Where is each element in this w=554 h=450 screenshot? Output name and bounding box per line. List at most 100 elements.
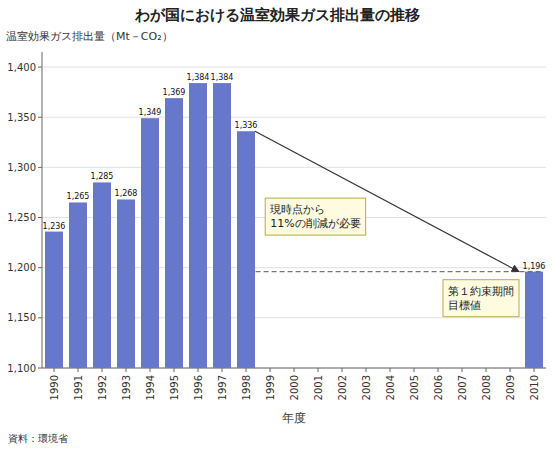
x-tick (246, 368, 247, 372)
y-tick-label: 1,200 (7, 262, 36, 273)
annotation-line: 目標値 (448, 299, 481, 312)
x-tick (150, 368, 151, 372)
bar (189, 83, 207, 368)
x-tick-label: 1992 (97, 375, 108, 400)
annotation-text: 第１約束期間目標値 (448, 285, 514, 312)
x-tick (414, 368, 415, 372)
reduction-arrow (255, 131, 519, 271)
bar (213, 83, 231, 368)
x-tick-label: 2002 (337, 375, 348, 400)
x-tick (102, 368, 103, 372)
x-tick (510, 368, 511, 372)
chart-svg: わが国における温室効果ガス排出量の推移温室効果ガス排出量（Mt－CO₂） 1,10… (0, 0, 554, 450)
data-label: 1,384 (211, 73, 234, 82)
bar (165, 98, 183, 368)
y-tick (38, 67, 42, 68)
x-tick (462, 368, 463, 372)
bar (45, 232, 63, 368)
y-tick (38, 117, 42, 118)
annotation-text: 現時点から11%の削減が必要 (270, 203, 360, 230)
grid-line (42, 117, 546, 118)
y-tick-label: 1,250 (7, 212, 36, 223)
grid-line (42, 67, 546, 68)
data-label: 1,336 (235, 121, 258, 130)
bar (69, 202, 87, 368)
annotation-line: 11%の削減が必要 (270, 217, 360, 230)
bar (117, 199, 135, 368)
annotation-box (265, 198, 365, 235)
y-tick (38, 167, 42, 168)
x-tick-label: 2005 (409, 375, 420, 400)
axes: 1,100 1,150 1,200 1,250 1,300 1,350 1,400 1990 1… (7, 52, 546, 400)
x-tick-label: 1996 (193, 375, 204, 400)
x-tick (342, 368, 343, 372)
y-tick-label: 1,400 (7, 62, 36, 73)
annotation-target: 第１約束期間目標値 (443, 280, 519, 317)
data-label: 1,349 (139, 108, 162, 117)
x-tick-label: 1997 (217, 375, 228, 400)
y-tick (38, 217, 42, 218)
y-tick-label: 1,150 (7, 312, 36, 323)
y-tick-label: 1,100 (7, 363, 36, 374)
bar (237, 131, 255, 368)
x-tick (390, 368, 391, 372)
x-tick-label: 1994 (145, 375, 156, 400)
x-axis-label: 年度 (282, 411, 306, 425)
bar (93, 182, 111, 368)
x-tick-label: 1991 (73, 375, 84, 400)
y-tick-label: 1,350 (7, 112, 36, 123)
annotation-line: 現時点から (270, 203, 325, 216)
x-tick (438, 368, 439, 372)
source: 資料：環境省 (8, 433, 68, 444)
x-tick-label: 2000 (289, 375, 300, 400)
x-tick-label: 1990 (49, 375, 60, 400)
x-tick (198, 368, 199, 372)
bar (141, 118, 159, 368)
data-label: 1,285 (91, 172, 114, 181)
data-labels: 1,2361,2651,2851,2681,3491,3691,3841,384… (43, 73, 546, 271)
y-axis-label: 温室効果ガス排出量（Mt－CO₂） (6, 30, 173, 43)
x-tick (534, 368, 535, 372)
x-tick-label: 1998 (241, 375, 252, 400)
annotation-reduction: 現時点から11%の削減が必要 (265, 198, 365, 235)
x-tick-label: 2010 (529, 375, 540, 400)
x-tick (318, 368, 319, 372)
annotation-line: 第１約束期間 (448, 285, 514, 298)
y-tick (38, 317, 42, 318)
data-label: 1,369 (163, 88, 186, 97)
x-tick-label: 2007 (457, 375, 468, 400)
x-tick-label: 2003 (361, 375, 372, 400)
data-label: 1,265 (67, 192, 90, 201)
annotations: 現時点から11%の削減が必要第１約束期間目標値 (255, 131, 544, 316)
data-label: 1,384 (187, 73, 210, 82)
data-label: 1,268 (115, 189, 138, 198)
x-tick-label: 2009 (505, 375, 516, 400)
data-label: 1,196 (523, 262, 546, 271)
grid (42, 67, 546, 368)
x-tick-label: 2006 (433, 375, 444, 400)
x-tick (126, 368, 127, 372)
target-line (256, 271, 544, 272)
x-tick (222, 368, 223, 372)
y-tick-label: 1,300 (7, 162, 36, 173)
x-tick (486, 368, 487, 372)
x-tick (174, 368, 175, 372)
y-tick (38, 368, 42, 369)
bars (45, 83, 543, 368)
bar (525, 272, 543, 368)
x-tick-label: 1999 (265, 375, 276, 400)
y-tick (38, 267, 42, 268)
x-tick-label: 1995 (169, 375, 180, 400)
grid-line (42, 167, 546, 168)
data-label: 1,236 (43, 222, 66, 231)
x-tick (270, 368, 271, 372)
x-tick-label: 1993 (121, 375, 132, 400)
x-tick-label: 2004 (385, 375, 396, 400)
y-axis-line (42, 52, 43, 368)
x-tick-label: 2008 (481, 375, 492, 400)
x-tick (366, 368, 367, 372)
annotation-box (443, 280, 519, 317)
x-tick (78, 368, 79, 372)
x-tick (294, 368, 295, 372)
title: わが国における温室効果ガス排出量の推移 (134, 6, 420, 24)
